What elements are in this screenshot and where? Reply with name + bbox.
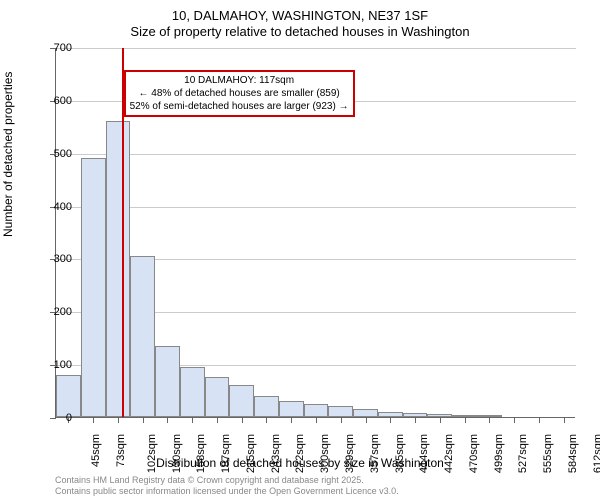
histogram-bar <box>304 404 329 417</box>
x-tick-label: 499sqm <box>493 434 505 473</box>
x-tick <box>390 417 391 423</box>
x-tick-label: 442sqm <box>443 434 455 473</box>
x-tick <box>167 417 168 423</box>
x-tick <box>143 417 144 423</box>
annotation-line2: ← 48% of detached houses are smaller (85… <box>130 87 349 100</box>
x-tick <box>564 417 565 423</box>
x-tick <box>316 417 317 423</box>
y-tick-label: 500 <box>32 148 72 160</box>
histogram-bar <box>180 367 205 417</box>
x-tick <box>539 417 540 423</box>
x-tick-label: 215sqm <box>245 434 257 473</box>
chart-title-line1: 10, DALMAHOY, WASHINGTON, NE37 1SF <box>0 8 600 23</box>
histogram-bar <box>205 377 230 417</box>
x-tick-label: 158sqm <box>196 434 208 473</box>
x-tick <box>489 417 490 423</box>
x-tick-label: 527sqm <box>517 434 529 473</box>
x-tick-label: 555sqm <box>542 434 554 473</box>
x-tick <box>217 417 218 423</box>
x-tick-label: 414sqm <box>418 434 430 473</box>
x-tick-label: 130sqm <box>171 434 183 473</box>
x-tick <box>440 417 441 423</box>
x-tick <box>514 417 515 423</box>
x-tick-label: 73sqm <box>115 434 127 467</box>
x-tick <box>266 417 267 423</box>
footer-line1: Contains HM Land Registry data © Crown c… <box>55 475 399 486</box>
histogram-bar <box>353 409 378 417</box>
x-tick-label: 612sqm <box>592 434 600 473</box>
y-tick-label: 700 <box>32 42 72 54</box>
x-tick-label: 329sqm <box>344 434 356 473</box>
x-tick <box>291 417 292 423</box>
y-tick-label: 600 <box>32 95 72 107</box>
y-axis-label: Number of detached properties <box>1 72 15 237</box>
y-tick-label: 0 <box>32 412 72 424</box>
x-tick-label: 102sqm <box>146 434 158 473</box>
histogram-bar <box>155 346 180 417</box>
histogram-bar <box>81 158 106 417</box>
histogram-bar <box>229 385 254 417</box>
y-tick-label: 200 <box>32 306 72 318</box>
x-tick <box>341 417 342 423</box>
grid-line <box>56 154 576 155</box>
histogram-bar <box>130 256 155 417</box>
histogram-bar <box>328 406 353 417</box>
x-tick-label: 272sqm <box>295 434 307 473</box>
chart-container: 10, DALMAHOY, WASHINGTON, NE37 1SF Size … <box>0 0 600 500</box>
histogram-bar <box>106 121 131 417</box>
x-tick <box>192 417 193 423</box>
x-tick-label: 187sqm <box>220 434 232 473</box>
x-tick <box>93 417 94 423</box>
grid-line <box>56 207 576 208</box>
histogram-bar <box>254 396 279 417</box>
annotation-box: 10 DALMAHOY: 117sqm← 48% of detached hou… <box>124 70 355 117</box>
annotation-line1: 10 DALMAHOY: 117sqm <box>130 74 349 87</box>
x-tick-label: 300sqm <box>319 434 331 473</box>
x-tick <box>242 417 243 423</box>
plot-area: 10 DALMAHOY: 117sqm← 48% of detached hou… <box>55 48 575 418</box>
x-tick-label: 45sqm <box>90 434 102 467</box>
y-tick-label: 300 <box>32 253 72 265</box>
y-tick-label: 400 <box>32 201 72 213</box>
x-tick-label: 357sqm <box>369 434 381 473</box>
x-tick-label: 470sqm <box>468 434 480 473</box>
chart-title-line2: Size of property relative to detached ho… <box>0 24 600 39</box>
histogram-bar <box>279 401 304 417</box>
x-tick <box>366 417 367 423</box>
footer-text: Contains HM Land Registry data © Crown c… <box>55 475 399 497</box>
footer-line2: Contains public sector information licen… <box>55 486 399 497</box>
histogram-bar <box>56 375 81 417</box>
x-tick-label: 584sqm <box>567 434 579 473</box>
x-tick-label: 385sqm <box>394 434 406 473</box>
x-tick-label: 243sqm <box>270 434 282 473</box>
x-tick <box>415 417 416 423</box>
x-tick <box>465 417 466 423</box>
annotation-line3: 52% of semi-detached houses are larger (… <box>130 100 349 113</box>
x-tick <box>118 417 119 423</box>
y-tick-label: 100 <box>32 359 72 371</box>
grid-line <box>56 48 576 49</box>
